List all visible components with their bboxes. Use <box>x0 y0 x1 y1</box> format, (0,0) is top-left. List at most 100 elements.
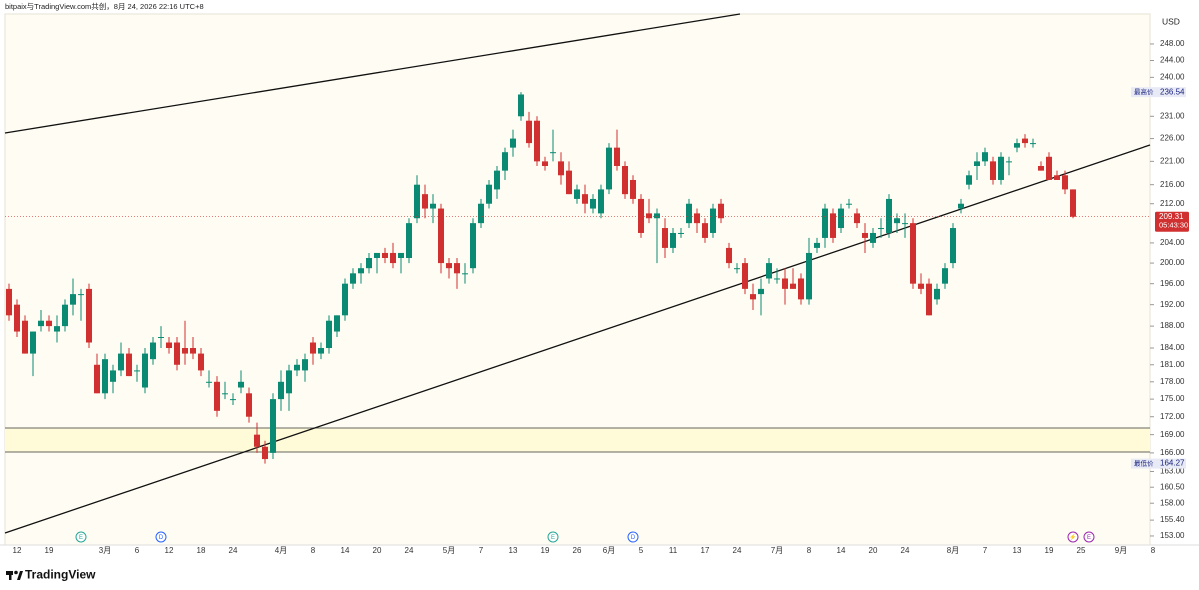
candle-body <box>894 218 900 224</box>
candle-body <box>910 223 916 284</box>
candle-body <box>462 273 468 275</box>
candle-body <box>166 342 172 349</box>
last-price-bg <box>1155 211 1189 232</box>
candle-body <box>134 370 140 372</box>
y-tick-label: 160.50 <box>1160 482 1185 491</box>
y-tick-label: 200.00 <box>1160 258 1185 267</box>
x-tick-label: 12 <box>165 546 174 555</box>
candle-body <box>782 278 788 289</box>
candle-body <box>510 138 516 148</box>
candle-body <box>326 320 332 349</box>
x-tick-label: 14 <box>341 546 350 555</box>
x-tick-label: 9月 <box>1115 546 1127 555</box>
candle-body <box>526 120 532 144</box>
candle-body <box>1022 138 1028 144</box>
candle-body <box>14 304 20 332</box>
candle-body <box>622 165 628 195</box>
candle-body <box>478 203 484 224</box>
countdown: 05:43:30 <box>1159 221 1188 230</box>
candle-body <box>246 393 252 417</box>
y-tick-label: 153.00 <box>1160 531 1185 540</box>
candle-body <box>806 252 812 300</box>
x-tick-label: 6月 <box>603 546 615 555</box>
x-tick-label: 8 <box>1151 546 1156 555</box>
event-marker[interactable] <box>547 531 559 543</box>
x-tick-label: 7月 <box>771 546 783 555</box>
candle-body <box>438 208 444 264</box>
candle-body <box>366 258 372 269</box>
x-tick-label: 8月 <box>947 546 959 555</box>
candle-body <box>222 393 228 395</box>
price-tag-label: 最高价 <box>1134 87 1154 96</box>
candle-body <box>798 278 804 300</box>
candle-body <box>190 348 196 354</box>
x-tick-label: 4月 <box>275 546 287 555</box>
candle-body <box>646 213 652 219</box>
event-marker[interactable] <box>155 531 167 543</box>
candle-body <box>118 353 124 371</box>
candle-body <box>350 273 356 284</box>
price-tag-bg <box>1131 87 1186 98</box>
x-tick-label: 19 <box>45 546 54 555</box>
candle-body <box>1030 143 1036 145</box>
logo[interactable]: TradingView <box>6 568 96 582</box>
x-tick-label: 20 <box>373 546 382 555</box>
candle-body <box>254 434 260 447</box>
x-tick-label: 3月 <box>99 546 111 555</box>
event-marker[interactable] <box>627 531 639 543</box>
candle-body <box>702 223 708 238</box>
y-tick-label: 184.00 <box>1160 343 1185 352</box>
event-marker[interactable] <box>1067 531 1079 543</box>
candle-body <box>182 348 188 354</box>
candle-body <box>30 331 36 354</box>
x-tick-label: 25 <box>1077 546 1086 555</box>
candle-body <box>630 179 636 199</box>
y-tick-label: 169.00 <box>1160 430 1185 439</box>
x-tick-label: 20 <box>869 546 878 555</box>
candle-body <box>598 189 604 214</box>
candle-body <box>870 232 876 243</box>
price-tag-bg <box>1131 458 1186 469</box>
y-tick-label: 181.00 <box>1160 360 1185 369</box>
candle-body <box>550 152 556 154</box>
candle-body <box>382 252 388 259</box>
candle-body <box>518 94 524 117</box>
candle-body <box>862 232 868 238</box>
candle-body <box>966 175 972 185</box>
candle-body <box>566 170 572 195</box>
y-tick-label: 244.00 <box>1160 56 1185 65</box>
event-label: E <box>1087 535 1091 541</box>
logo-mark <box>9 571 12 580</box>
event-marker[interactable] <box>1083 531 1095 543</box>
upper-trendline <box>4 13 741 134</box>
candle-body <box>278 381 284 400</box>
event-label: E <box>79 535 83 541</box>
y-tick-label: 158.00 <box>1160 498 1185 507</box>
candle-body <box>446 263 452 269</box>
candle-body <box>686 203 692 224</box>
y-tick-label: 212.00 <box>1160 199 1185 208</box>
candle-body <box>470 223 476 269</box>
candle-body <box>750 294 756 300</box>
x-tick-label: 17 <box>701 546 710 555</box>
y-tick-label: 216.00 <box>1160 180 1185 189</box>
x-tick-label: 12 <box>13 546 22 555</box>
x-tick-label: 24 <box>405 546 414 555</box>
candle-body <box>414 184 420 219</box>
event-label: E <box>551 535 555 541</box>
header: bitpaix与TradingView.com共创，8月 24, 2026 22… <box>5 1 204 11</box>
candle-body <box>286 370 292 394</box>
candle-body <box>334 315 340 332</box>
candle-body <box>950 228 956 264</box>
candle-body <box>406 223 412 259</box>
candle-body <box>494 170 500 190</box>
candle-body <box>958 203 964 209</box>
event-marker[interactable] <box>75 531 87 543</box>
candle-body <box>262 446 268 460</box>
candle-body <box>662 228 668 248</box>
candle-body <box>998 156 1004 180</box>
candle-body <box>318 348 324 354</box>
candle-body <box>110 370 116 382</box>
candle-body <box>150 342 156 360</box>
